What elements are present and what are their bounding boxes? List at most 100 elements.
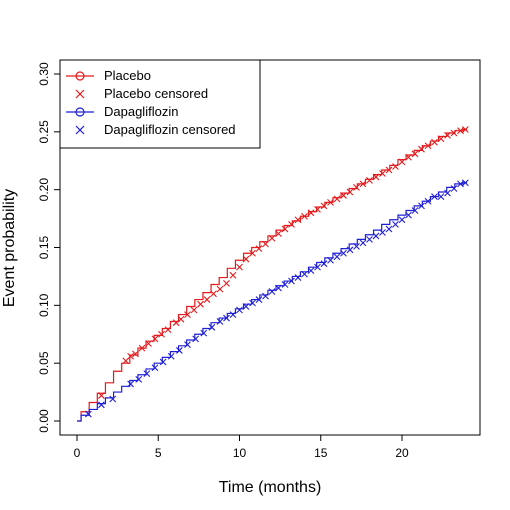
y-tick-label: 0.25 [37,120,51,144]
dapagliflozin-censored-mark [461,179,469,187]
placebo-censored-mark [288,220,295,228]
dapagliflozin-censored-mark [457,180,464,188]
placebo-censored-mark [229,271,237,279]
placebo-censored-mark [216,285,224,293]
placebo-censored-mark [366,177,373,184]
placebo-censored-mark [301,212,308,220]
dapagliflozin-censored-mark [159,358,167,366]
dapagliflozin-censored-mark [127,380,135,388]
dapagliflozin-censored-mark [167,352,175,360]
placebo-censored-mark [190,306,198,314]
series-layer [77,128,467,422]
y-axis: 0.00 0.05 0.10 0.15 0.20 0.25 0.30 [37,62,60,433]
dapagliflozin-censored-mark [236,306,243,314]
dapagliflozin-censored-mark [268,288,276,295]
placebo-censored-mark [249,249,256,257]
placebo-censored-mark [418,145,425,153]
dapagliflozin-censored-mark [424,197,432,205]
placebo-censored-mark [314,205,321,213]
placebo-censored-mark [359,180,367,188]
dapagliflozin-censored-mark [281,281,289,288]
legend-cross-icon [75,125,85,135]
placebo-censored-mark [172,319,180,327]
placebo-censored-mark [392,163,399,170]
y-tick-label: 0.10 [37,293,51,317]
placebo-censored-mark [346,188,354,196]
dapagliflozin-censored-mark [84,410,92,418]
x-tick-label: 10 [233,446,247,460]
x-tick-label: 15 [314,446,328,460]
dapagliflozin-censored-mark [262,292,269,300]
dapagliflozin-censored-mark [372,232,380,240]
dapagliflozin-censored-mark [288,277,295,285]
dapagliflozin-censored-mark [411,207,419,214]
x-tick-label: 5 [155,446,162,460]
placebo-censored-mark [307,209,315,217]
placebo-censored-mark [327,199,334,206]
dapagliflozin-censored-mark [385,225,393,233]
dapagliflozin-censored-mark [418,202,425,210]
placebo-censored-mark [158,330,165,338]
legend-item: Dapagliflozin [66,104,178,119]
placebo-censored-mark [127,352,135,360]
dapagliflozin-censored-mark [437,193,445,200]
placebo-censored-mark [281,225,289,233]
legend-item: Placebo [66,68,151,83]
placebo-censored-mark [450,129,458,137]
dapagliflozin-censored-mark [242,303,250,310]
placebo-censored-mark [255,245,263,253]
dapagliflozin-censored-mark [444,189,451,197]
legend-label: Dapagliflozin censored [104,122,236,137]
dapagliflozin-censored-mark [405,211,412,219]
legend-label: Dapagliflozin [104,104,178,119]
legend-circle-icon [75,71,85,81]
dapagliflozin-censored-mark [431,193,438,200]
dapagliflozin-censored-mark [143,370,151,377]
dapagliflozin-censored-mark [97,401,105,409]
dapagliflozin-censored-mark [320,260,328,268]
dapagliflozin-censored-mark [175,347,183,354]
placebo-censored-mark [411,150,419,158]
x-axis: 0 5 10 15 20 [74,435,409,460]
dapagliflozin-censored-mark [366,236,373,243]
dapagliflozin-censored-mark [151,364,159,372]
x-axis-title: Time (months) [219,479,322,496]
dapagliflozin-censored-mark [340,249,347,257]
series-line-placebo [77,128,467,422]
placebo-censored-mark [340,192,347,199]
dapagliflozin-censored-mark [135,375,143,383]
dapagliflozin-censored-mark [307,267,315,275]
placebo-censored-mark [197,300,204,308]
placebo-censored-mark [431,138,438,146]
dapagliflozin-censored-mark [353,242,360,250]
placebo-censored-mark [268,234,276,242]
placebo-censored-mark [242,255,250,263]
placebo-censored-mark [294,216,302,224]
dapagliflozin-censored-mark [294,274,302,281]
placebo-censored-mark [424,142,432,150]
legend: Placebo Placebo censored Dapagliflozin Dapa… [59,59,261,149]
placebo-censored-mark [444,131,451,139]
placebo-censored-mark [461,126,469,133]
legend-box [59,59,261,149]
y-tick-label: 0.30 [37,62,51,86]
placebo-censored-mark [132,350,139,358]
dapagliflozin-censored-mark [216,318,224,325]
legend-label: Placebo censored [104,86,208,101]
dapagliflozin-censored-mark [208,323,216,331]
legend-item: Placebo censored [75,86,208,101]
placebo-censored-mark [398,158,406,166]
placebo-censored-mark [457,127,464,135]
y-axis-title: Event probability [1,189,18,307]
dapagliflozin-censored-mark [398,216,406,224]
dapagliflozin-censored-mark [109,395,117,403]
placebo-censored-mark [151,335,159,343]
dapagliflozin-censored-mark [249,299,256,307]
placebo-censored-mark [385,166,393,174]
dapagliflozin-censored-mark [450,185,458,192]
dapagliflozin-censored-mark [275,284,282,292]
placebo-censored-mark [372,173,380,181]
placebo-censored-mark [210,290,217,298]
dapagliflozin-censored-mark [359,239,367,247]
